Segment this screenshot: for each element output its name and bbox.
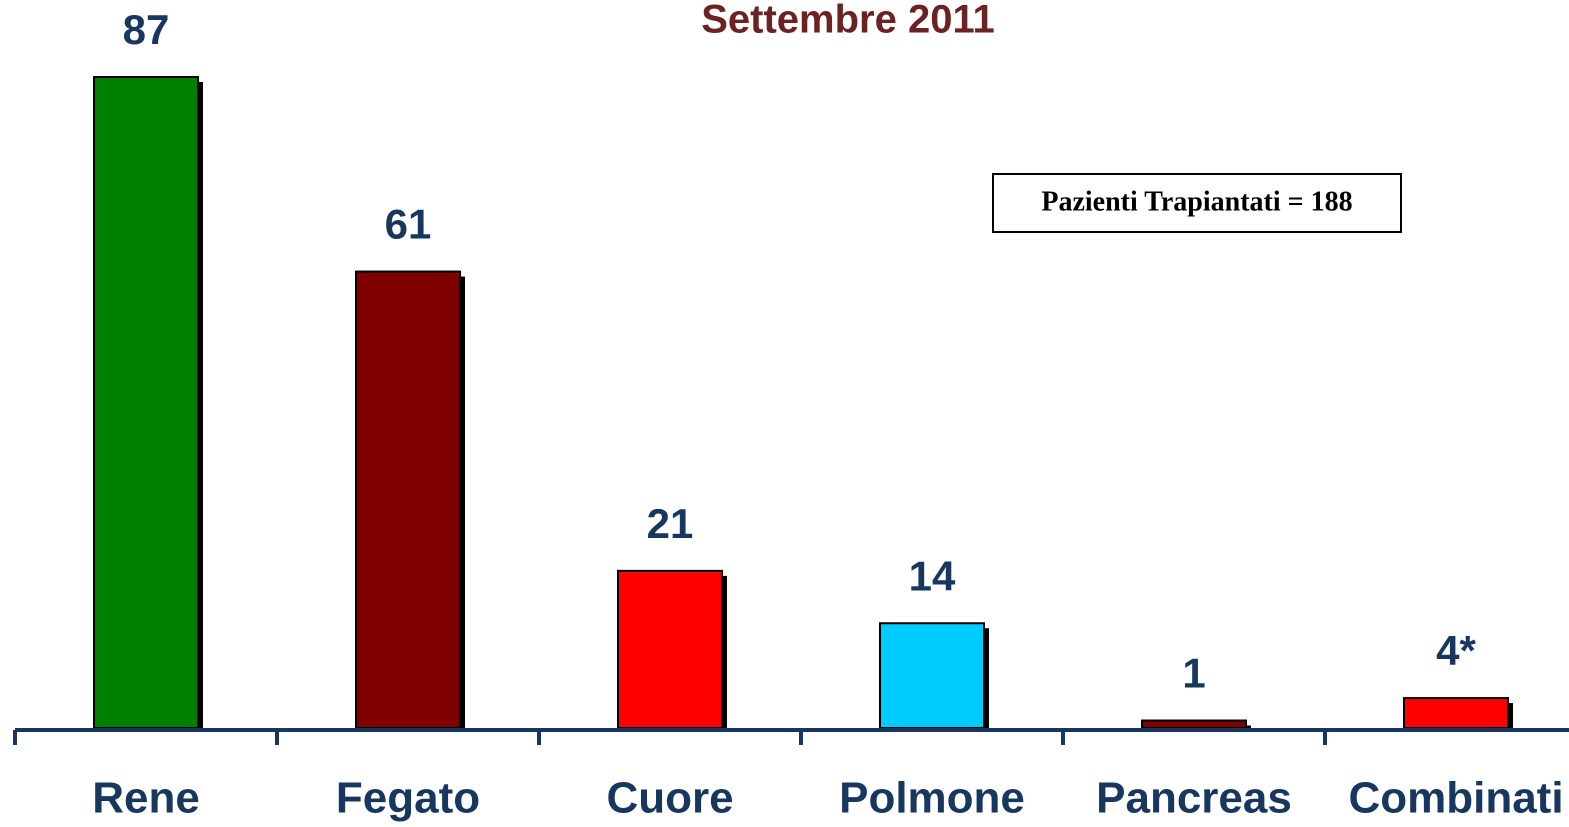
data-label: 1: [1182, 650, 1205, 697]
bar: [1403, 697, 1509, 730]
bar: [93, 76, 199, 729]
x-tick-label: Rene: [92, 774, 200, 823]
bar: [1141, 719, 1247, 729]
data-label: 87: [123, 6, 170, 53]
bar: [879, 622, 985, 730]
bar: [617, 569, 723, 729]
annotation-box: [992, 173, 1402, 233]
x-tick-label: Combinati: [1348, 774, 1563, 823]
bar: [355, 270, 461, 729]
x-tick-label: Fegato: [336, 774, 480, 823]
chart-title: Settembre 2011: [701, 0, 995, 42]
data-label: 61: [385, 201, 432, 248]
x-tick-label: Pancreas: [1096, 774, 1292, 823]
x-tick-label: Cuore: [606, 774, 733, 823]
x-tick-label: Polmone: [839, 774, 1025, 823]
annotation: Pazienti Trapiantati = 188: [1041, 186, 1352, 217]
data-label: 21: [647, 500, 694, 547]
data-label: 14: [909, 552, 956, 599]
data-label: 4*: [1436, 627, 1476, 674]
